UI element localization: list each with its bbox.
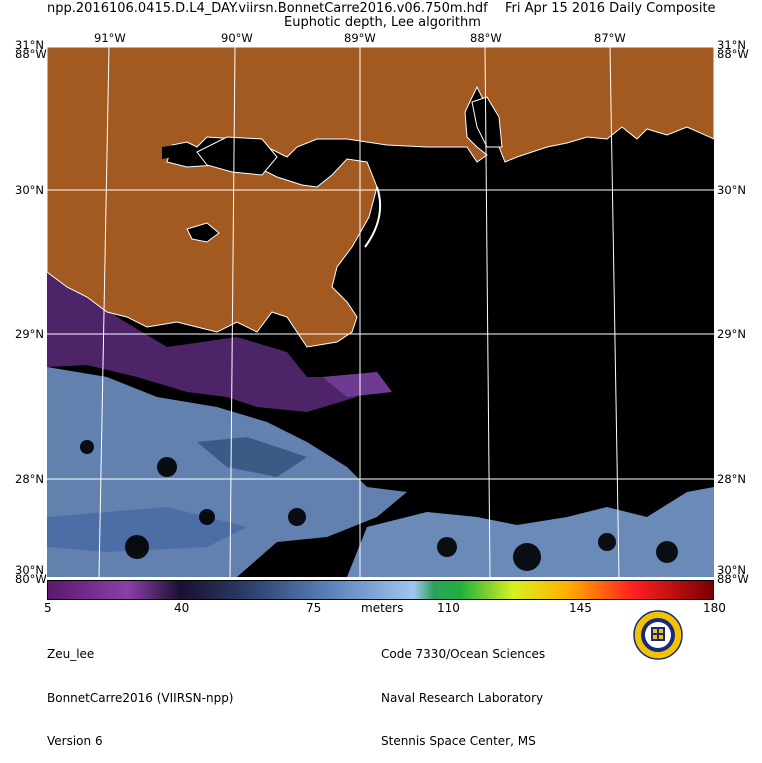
colorbar-tick-75: 75 — [306, 601, 322, 615]
lon-label-91w: 91°W — [94, 31, 126, 45]
nrl-seal-logo — [633, 610, 683, 660]
lat-label-30n-left: 30°N — [15, 183, 44, 197]
file-name-title: npp.2016106.0415.D.L4_DAY.viirsn.BonnetC… — [47, 1, 488, 16]
chandeleur-islands — [364, 186, 382, 248]
product-subtitle: Euphotic depth, Lee algorithm — [284, 15, 481, 30]
colorbar-tick-40: 40 — [174, 601, 190, 615]
product-name: Zeu_lee — [47, 647, 95, 661]
lake-small-west — [186, 222, 220, 243]
map-canvas — [46, 46, 715, 578]
org-location: Stennis Space Center, MS — [381, 734, 536, 748]
lat-label-30n-right: 30°N — [717, 183, 746, 197]
lat-label-top-right: 31°N — [717, 38, 746, 52]
lat-label-29n-right: 29°N — [717, 327, 746, 341]
lon-label-87w: 87°W — [594, 31, 626, 45]
blue-dark-strip — [47, 507, 247, 552]
lon-label-top-right: 88°W — [717, 47, 749, 61]
organization-info: Code 7330/Ocean Sciences Naval Research … — [381, 618, 545, 763]
lon-label-bottom-right: 88°W — [717, 572, 749, 586]
depth-patches — [47, 257, 714, 577]
lat-label-29n-left: 29°N — [15, 327, 44, 341]
colorbar — [47, 580, 714, 600]
lat-label-top-left: 31°N — [15, 38, 44, 52]
version-label: Version 6 — [47, 734, 103, 748]
org-name: Naval Research Laboratory — [381, 690, 544, 705]
euphotic-depth-map — [46, 46, 715, 578]
lat-label-bottom-left: 30°N — [15, 563, 44, 577]
colorbar-tick-180: 180 — [703, 601, 726, 615]
colorbar-tick-5: 5 — [44, 601, 52, 615]
purple-patch-mid — [322, 372, 392, 397]
blue-patch-south-1 — [347, 487, 714, 577]
lon-label-90w: 90°W — [221, 31, 253, 45]
purple-patch-west — [47, 257, 357, 412]
lake-speck — [162, 145, 175, 159]
gap-specks — [80, 440, 678, 571]
blue-patch-south-2 — [197, 437, 307, 477]
lon-label-89w: 89°W — [344, 31, 376, 45]
dataset-name: BonnetCarre2016 (VIIRSN-npp) — [47, 690, 234, 705]
colorbar-tick-110: 110 — [437, 601, 460, 615]
colorbar-unit: meters — [361, 601, 404, 615]
graticule — [47, 46, 714, 578]
lat-label-28n-right: 28°N — [717, 472, 746, 486]
lat-label-bottom-right: 30°N — [717, 563, 746, 577]
date-composite-title: Fri Apr 15 2016 Daily Composite — [505, 1, 716, 16]
lake-mobile-bay — [471, 96, 503, 148]
product-info: Zeu_lee BonnetCarre2016 (VIIRSN-npp) Ver… — [47, 618, 234, 763]
land-mass — [46, 46, 715, 348]
lon-label-top-left: 88°W — [15, 47, 47, 61]
lon-label-bottom-left: 80°W — [15, 572, 47, 586]
lake-pontchartrain — [196, 136, 278, 176]
lat-label-28n-left: 28°N — [15, 472, 44, 486]
org-code: Code 7330/Ocean Sciences — [381, 647, 546, 661]
colorbar-gradient — [48, 581, 713, 599]
colorbar-tick-145: 145 — [569, 601, 592, 615]
lon-label-88w: 88°W — [470, 31, 502, 45]
